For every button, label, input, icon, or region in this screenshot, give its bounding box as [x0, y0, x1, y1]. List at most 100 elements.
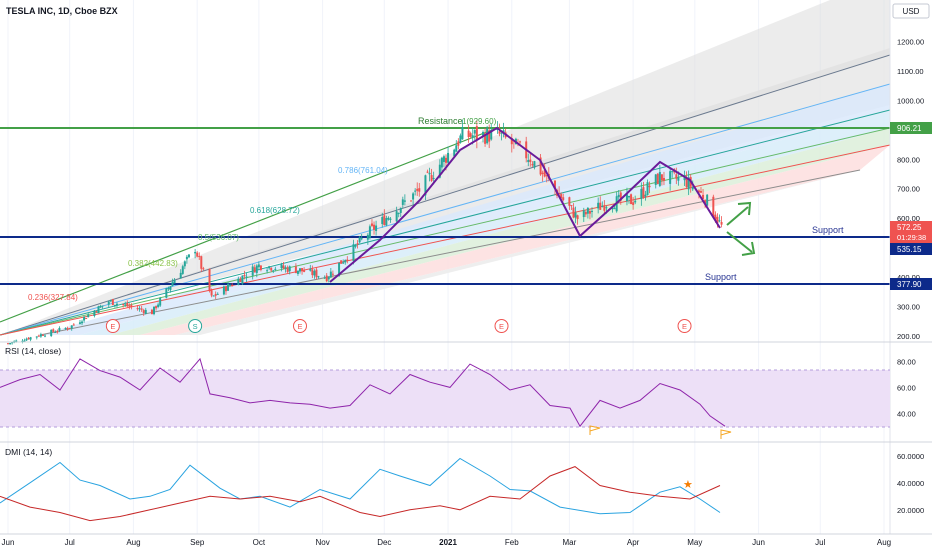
- candle-body: [136, 308, 139, 310]
- candle-body: [482, 132, 485, 136]
- candle-body: [35, 336, 38, 338]
- candle-body: [52, 329, 55, 332]
- candle-body: [414, 190, 417, 192]
- candle-body: [15, 340, 18, 342]
- candle-body: [459, 135, 462, 143]
- candle-body: [399, 207, 402, 213]
- candle-body: [619, 192, 622, 201]
- candle-body: [9, 343, 12, 345]
- candle-body: [165, 288, 168, 298]
- candle-body: [498, 131, 501, 134]
- forecast-arrows: [726, 201, 756, 256]
- candle-body: [11, 341, 14, 344]
- rsi-band: [0, 370, 890, 427]
- candle-body: [718, 220, 721, 222]
- candle-body: [68, 327, 71, 329]
- event-marker-circle[interactable]: [677, 319, 692, 333]
- candle-body: [255, 265, 258, 273]
- price-tick-label: 700.00: [897, 185, 920, 194]
- candle-body: [272, 270, 275, 272]
- candle-body: [654, 174, 657, 185]
- candle-body: [356, 243, 359, 245]
- candle-body: [309, 268, 312, 271]
- support-price-text-2: 377.90: [897, 280, 922, 289]
- candle-body: [243, 274, 246, 276]
- candle-body: [342, 262, 345, 264]
- candle-body: [200, 256, 203, 269]
- candle-body: [370, 223, 373, 226]
- candle-body: [253, 267, 256, 273]
- candle-body: [410, 200, 413, 202]
- candle-body: [471, 135, 474, 138]
- candle-body: [640, 188, 643, 200]
- event-marker-label: E: [682, 322, 687, 331]
- candle-body: [50, 330, 53, 336]
- candle-body: [438, 164, 441, 178]
- candle-body: [716, 216, 719, 223]
- candle-body: [533, 161, 536, 168]
- time-axis[interactable]: Jun Jul Aug Sep Oct Nov Dec 2021 Feb Mar Apr May Jun…: [2, 538, 892, 547]
- candle-body: [488, 130, 491, 142]
- time-tick-label: Jul: [65, 538, 75, 547]
- candle-body: [385, 218, 388, 226]
- candle-body: [227, 284, 230, 291]
- fib-label-382: 0.382(442.83): [128, 259, 178, 268]
- candle-body: [605, 207, 608, 209]
- candle-body: [490, 130, 493, 140]
- candle-body: [109, 300, 112, 302]
- rsi-axis-ticks: 80.00 60.00 40.00: [897, 358, 916, 419]
- candle-body: [344, 259, 347, 263]
- price-tick-label: 600.00: [897, 214, 920, 223]
- event-marker-circle[interactable]: [494, 319, 509, 333]
- candle-body: [150, 309, 153, 315]
- candle-body: [70, 325, 73, 329]
- candle-body: [697, 190, 700, 193]
- candle-body: [101, 305, 104, 307]
- candle-body: [296, 270, 299, 274]
- candle-body: [381, 217, 384, 225]
- candle-body: [395, 211, 398, 222]
- candle-body: [153, 306, 155, 315]
- rsi-title: RSI (14, close): [5, 346, 61, 356]
- candle-body: [562, 197, 565, 201]
- event-marker-circle[interactable]: [293, 319, 307, 333]
- candle-body: [29, 337, 32, 340]
- candle-body: [354, 244, 357, 247]
- fib-label-618: 0.618(628.72): [250, 206, 300, 215]
- candle-body: [196, 252, 199, 257]
- candle-body: [558, 193, 561, 195]
- candle-body: [613, 208, 616, 210]
- candle-body: [352, 244, 355, 261]
- candle-body: [660, 174, 663, 181]
- candle-body: [428, 172, 431, 175]
- candle-body: [222, 286, 225, 295]
- candle-body: [37, 335, 40, 337]
- candle-body: [625, 194, 628, 202]
- currency-badge[interactable]: [892, 3, 930, 19]
- candle-body: [568, 197, 571, 206]
- candle-body: [241, 275, 244, 284]
- dmi-title: DMI (14, 14): [5, 447, 52, 457]
- candle-body: [229, 285, 232, 287]
- candle-body: [155, 306, 158, 309]
- candle-body: [325, 275, 328, 282]
- candle-body: [531, 164, 534, 166]
- candle-body: [617, 194, 620, 198]
- price-tick-label: 1000.00: [897, 96, 924, 105]
- candle-body: [576, 215, 579, 220]
- candle-body: [274, 268, 277, 270]
- price-axis[interactable]: [890, 0, 932, 550]
- candle-body: [346, 259, 349, 261]
- candle-body: [634, 200, 637, 203]
- candle-body: [288, 266, 291, 272]
- event-marker-circle[interactable]: [105, 319, 120, 333]
- candle-body: [360, 238, 363, 240]
- currency-label: USD: [903, 7, 920, 16]
- candle-body: [212, 295, 215, 297]
- last-price-badge: [890, 221, 932, 243]
- event-marker-circle[interactable]: [188, 319, 203, 333]
- candle-body: [169, 286, 172, 290]
- candle-body: [630, 194, 633, 205]
